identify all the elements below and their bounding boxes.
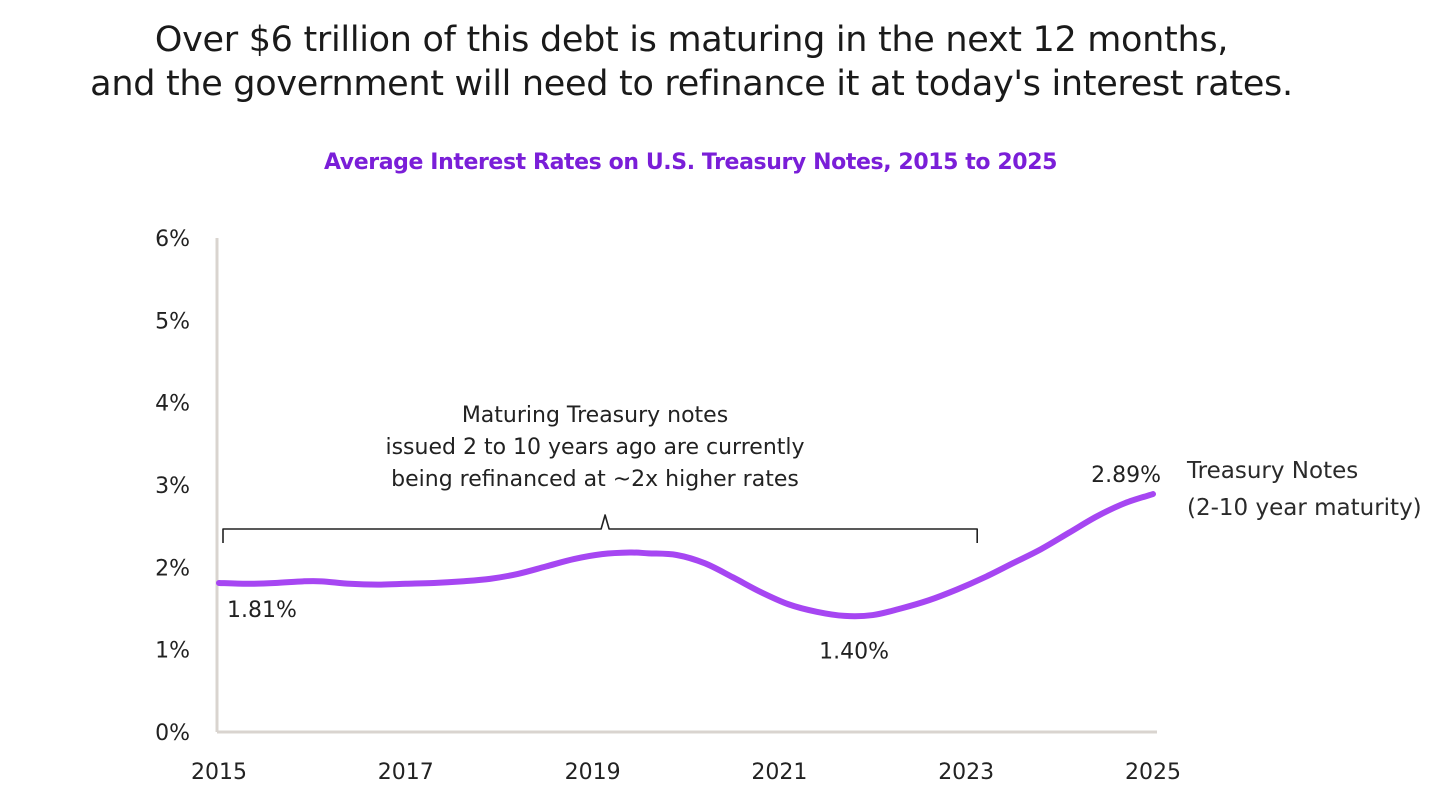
annotation-line-3: being refinanced at ~2x higher rates xyxy=(391,467,799,492)
headline-line-1: Over $6 trillion of this debt is maturin… xyxy=(154,20,1229,60)
data-label-end: 2.89% xyxy=(1091,463,1161,488)
data-label-start: 1.81% xyxy=(227,598,297,623)
headline-line-2: and the government will need to refinanc… xyxy=(90,64,1293,104)
x-tick-label: 2021 xyxy=(751,760,807,785)
annotation-line-1: Maturing Treasury notes xyxy=(462,403,728,428)
data-label-min: 1.40% xyxy=(819,640,889,665)
series-label-line-1: Treasury Notes xyxy=(1186,458,1358,484)
y-tick-label: 0% xyxy=(155,721,190,746)
x-tick-label: 2025 xyxy=(1125,760,1181,785)
y-tick-label: 4% xyxy=(155,392,190,417)
y-tick-label: 6% xyxy=(155,227,190,252)
y-tick-label: 2% xyxy=(155,556,190,581)
series-label-line-2: (2-10 year maturity) xyxy=(1187,495,1422,521)
x-tick-label: 2017 xyxy=(378,760,434,785)
annotation-line-2: issued 2 to 10 years ago are currently xyxy=(385,435,804,460)
y-tick-label: 1% xyxy=(155,639,190,664)
series-line-treasury-notes xyxy=(216,491,1156,620)
annotation-bracket xyxy=(222,514,978,543)
headline: Over $6 trillion of this debt is maturin… xyxy=(0,18,1383,106)
chart-title: Average Interest Rates on U.S. Treasury … xyxy=(323,150,1058,175)
x-tick-label: 2019 xyxy=(565,760,621,785)
x-tick-label: 2015 xyxy=(191,760,247,785)
y-tick-label: 3% xyxy=(155,474,190,499)
x-tick-label: 2023 xyxy=(938,760,994,785)
y-tick-label: 5% xyxy=(155,309,190,334)
